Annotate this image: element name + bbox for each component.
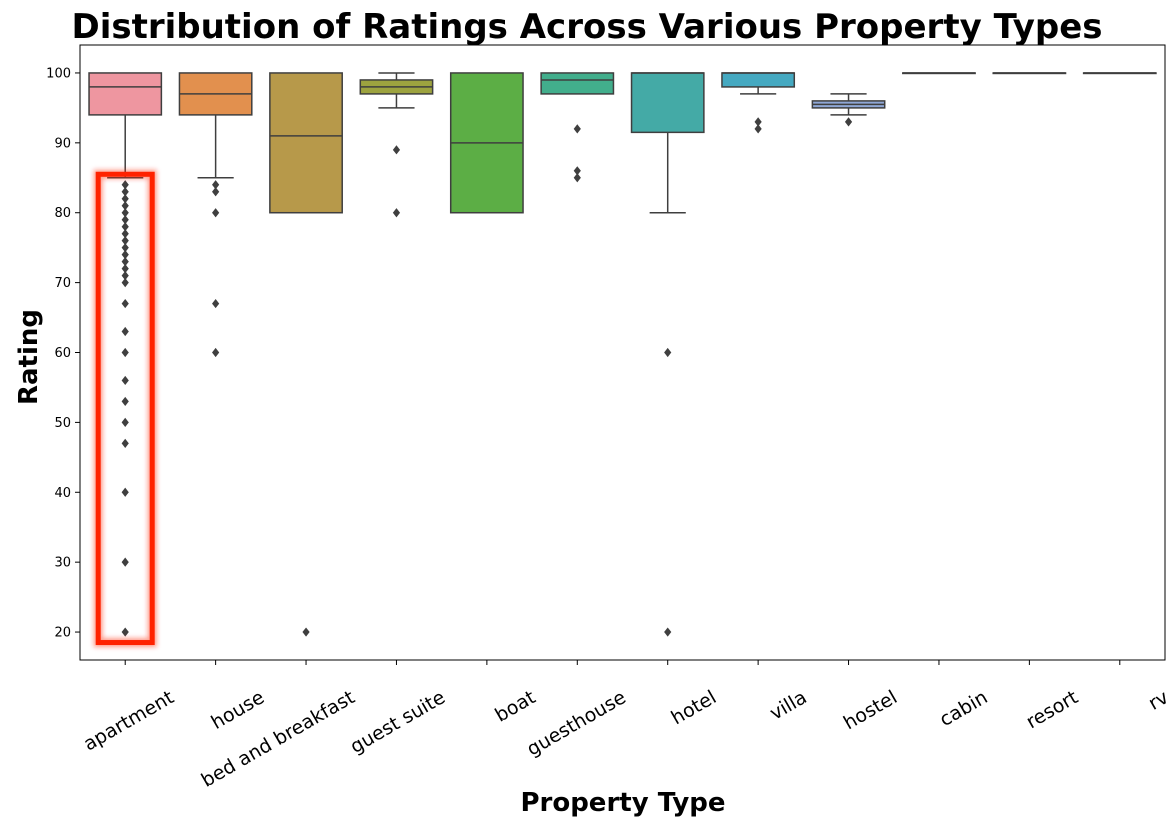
x-tick-label: apartment <box>80 686 178 755</box>
y-tick-label: 70 <box>54 276 71 291</box>
box-body <box>540 72 615 95</box>
outlier-point <box>573 166 581 176</box>
y-tick-label: 20 <box>54 626 71 641</box>
outlier-point <box>212 187 220 197</box>
x-tick-label: hotel <box>668 686 721 729</box>
x-tick-label: hostel <box>840 686 901 734</box>
x-tick-label: cabin <box>936 686 992 731</box>
y-tick-label: 50 <box>54 416 71 431</box>
outlier-point <box>121 438 129 448</box>
outlier-point <box>212 347 220 358</box>
box-bed-and-breakfast <box>269 72 343 665</box>
plot-area: 20 30 40 50 60 70 80 90 100 <box>46 66 1157 665</box>
y-axis-label: Rating <box>14 309 44 405</box>
box-rv <box>1082 72 1157 665</box>
box-apartment <box>88 72 163 665</box>
box-body <box>630 72 705 134</box>
box-body <box>269 72 343 214</box>
x-axis-label: Property Type <box>520 788 725 818</box>
outlier-point <box>212 180 220 190</box>
box-house <box>178 72 253 665</box>
outlier-point <box>844 117 853 127</box>
outlier-point <box>392 208 401 218</box>
outlier-point <box>121 215 129 225</box>
x-tick-label: guesthouse <box>523 686 630 760</box>
outlier-point <box>121 180 129 190</box>
plot-frame <box>79 44 1166 661</box>
outlier-point <box>392 145 401 155</box>
outlier-point <box>121 627 129 637</box>
outlier-point <box>121 222 129 232</box>
box-body <box>721 72 796 88</box>
y-tick-label: 60 <box>54 346 71 361</box>
highlight-box <box>95 171 155 646</box>
box-resort <box>992 72 1067 665</box>
box-villa <box>721 72 796 665</box>
y-tick-label: 40 <box>54 486 71 501</box>
outlier-point <box>121 257 129 267</box>
outlier-point <box>121 229 129 239</box>
outlier-point <box>121 396 129 407</box>
outlier-point <box>302 627 310 637</box>
box-guest-suite <box>359 72 434 665</box>
outlier-point <box>664 627 672 637</box>
y-tick-label: 80 <box>54 206 71 221</box>
outlier-point <box>121 487 129 497</box>
x-tick-label: resort <box>1022 686 1081 733</box>
outlier-point <box>121 236 129 246</box>
outlier-point <box>121 347 129 358</box>
outlier-point <box>754 117 762 127</box>
outlier-point <box>121 264 129 274</box>
outlier-point <box>573 124 581 134</box>
outlier-point <box>212 298 220 309</box>
outlier-point <box>573 173 581 183</box>
box-body <box>88 72 163 116</box>
x-tick-label: villa <box>766 686 811 724</box>
chart-title: Distribution of Ratings Across Various P… <box>71 7 1102 47</box>
outlier-point <box>121 271 129 281</box>
y-tick-label: 30 <box>54 556 71 571</box>
x-tick-label: boat <box>491 686 539 726</box>
outlier-point <box>121 243 129 253</box>
outlier-point <box>121 278 129 288</box>
box-hotel <box>630 72 705 665</box>
outlier-point <box>664 347 672 358</box>
outlier-point <box>121 250 129 260</box>
outlier-point <box>121 557 129 567</box>
outlier-point <box>121 187 129 197</box>
outlier-point <box>121 326 129 337</box>
y-tick-label: 90 <box>54 136 71 151</box>
x-tick-label: rv <box>1145 686 1173 715</box>
outlier-point <box>121 417 129 427</box>
box-guesthouse <box>540 72 615 665</box>
x-tick-label: bed and breakfast <box>198 686 359 792</box>
box-cabin <box>902 72 976 665</box>
y-tick-label: 100 <box>46 66 71 81</box>
outlier-point <box>121 194 129 204</box>
outlier-point <box>121 201 129 211</box>
x-tick-label: guest suite <box>347 686 449 758</box>
box-boat <box>449 72 524 665</box>
outlier-point <box>212 208 220 218</box>
box-hostel <box>811 93 886 665</box>
outlier-point <box>121 208 129 218</box>
outlier-point <box>121 375 129 386</box>
x-tick-label: house <box>208 686 269 734</box>
outlier-point <box>754 124 762 134</box>
outlier-point <box>121 298 129 309</box>
